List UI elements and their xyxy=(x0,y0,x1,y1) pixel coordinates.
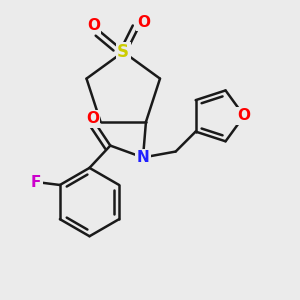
Text: O: O xyxy=(238,108,250,123)
Text: O: O xyxy=(86,111,99,126)
Text: S: S xyxy=(117,43,129,61)
Text: O: O xyxy=(87,18,100,33)
Text: F: F xyxy=(31,175,41,190)
Text: O: O xyxy=(138,15,151,30)
Text: N: N xyxy=(136,150,149,165)
